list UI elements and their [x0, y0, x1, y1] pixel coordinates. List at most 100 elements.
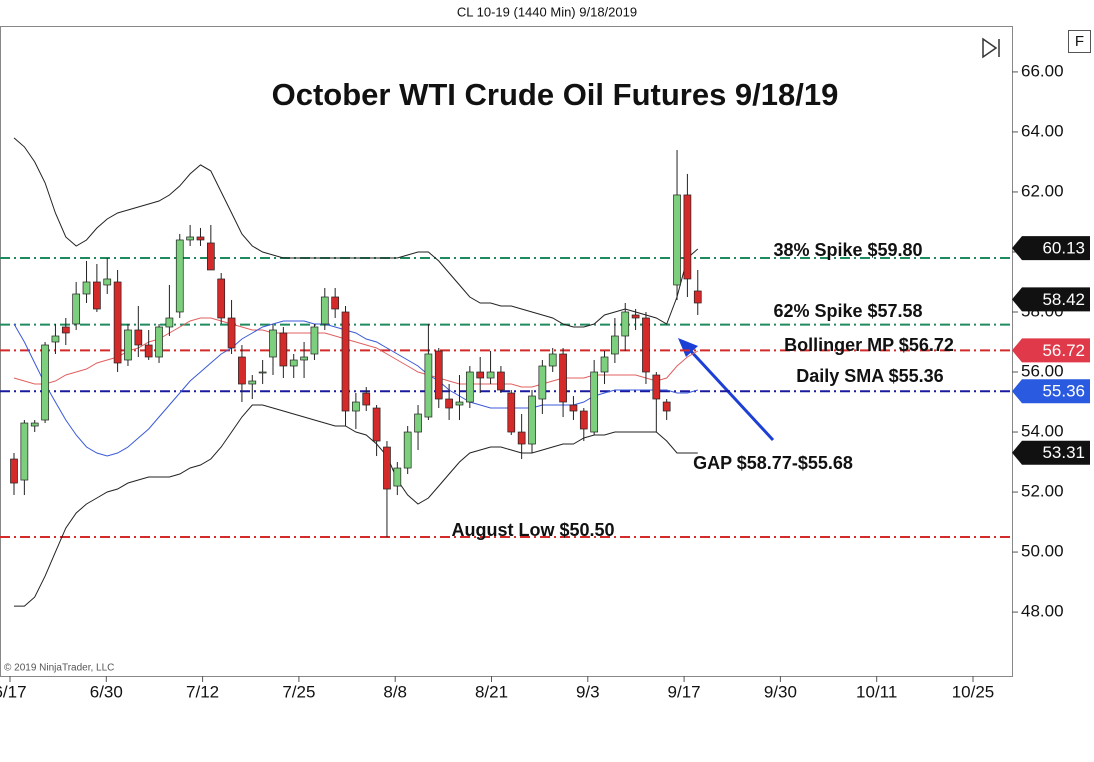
gap-arrow [678, 338, 775, 442]
price-marker-label: 56.72 [1042, 341, 1085, 360]
y-tick-label: 64.00 [1021, 121, 1064, 140]
candle-body [41, 344, 49, 421]
candle-body [93, 281, 101, 310]
candle-body [424, 353, 433, 418]
candle-body [548, 353, 557, 367]
x-tick-label: 10/25 [952, 682, 995, 701]
candle-body [134, 329, 143, 346]
price-marker [1012, 338, 1090, 363]
candle-body [61, 326, 70, 334]
level-label: 62% Spike $57.58 [773, 301, 922, 321]
candle-body [175, 239, 184, 313]
candle-body [393, 467, 402, 487]
candle-body [30, 422, 39, 427]
candle-body [600, 356, 609, 373]
candle-body [683, 194, 692, 280]
candle-body [113, 281, 122, 364]
candle-body [331, 296, 340, 310]
price-marker [1012, 440, 1090, 465]
candle-body [310, 326, 319, 355]
candle-body [10, 458, 18, 484]
candle-body [258, 371, 267, 374]
candle-body [434, 350, 443, 400]
level-label: August Low $50.50 [451, 520, 614, 540]
candle-body [631, 314, 640, 319]
candle-body [51, 335, 60, 343]
price-marker [1012, 287, 1090, 312]
candle-body [217, 278, 226, 319]
candle-body [579, 410, 588, 430]
candle-body [227, 317, 236, 349]
gap-annotation: GAP $58.77-$55.68 [693, 453, 853, 473]
candle-body [372, 407, 381, 442]
x-tick-label: 7/12 [186, 682, 219, 701]
candle-body [383, 446, 391, 490]
candle-body [414, 413, 422, 433]
sma-line [13, 320, 698, 457]
f-button-label[interactable]: F [1075, 33, 1084, 50]
upper-band [13, 137, 699, 328]
candle-body [238, 356, 246, 385]
candle-body [497, 371, 505, 391]
candle-body [248, 380, 257, 385]
candle-body [621, 311, 630, 337]
candle-body [269, 329, 277, 358]
candle-body [362, 392, 371, 406]
x-tick-label: 10/11 [856, 682, 897, 701]
candle-body [155, 326, 163, 358]
candle-body [642, 317, 650, 373]
candle-body [445, 398, 453, 409]
x-tick-label: 8/21 [475, 682, 508, 701]
candle-body [279, 332, 288, 367]
price-marker-label: 58.42 [1042, 290, 1085, 309]
x-tick-label: 9/30 [764, 682, 797, 701]
header: CL 10-19 (1440 Min) 9/18/2019 [457, 4, 637, 19]
y-tick-label: 66.00 [1021, 61, 1064, 80]
candle-body [559, 353, 567, 403]
play-icon[interactable] [982, 37, 1000, 59]
level-label: Daily SMA $55.36 [796, 366, 943, 386]
f-button[interactable] [1068, 30, 1091, 53]
price-marker [1012, 236, 1090, 261]
candle-body [20, 422, 29, 481]
y-tick-label: 52.00 [1021, 482, 1064, 501]
y-tick-label: 62.00 [1021, 181, 1064, 200]
candle-body [82, 281, 91, 295]
candle-body [476, 371, 485, 379]
plot-frame [0, 26, 1013, 677]
price-marker-label: 60.13 [1042, 239, 1085, 258]
candle-body [206, 242, 215, 271]
y-tick-label: 48.00 [1021, 602, 1064, 621]
candle-body [538, 365, 547, 400]
candle-body [165, 317, 174, 328]
level-label: Bollinger MP $56.72 [784, 335, 954, 355]
chart-title: October WTI Crude Oil Futures 9/18/19 [272, 77, 839, 112]
candle-body [569, 404, 578, 412]
candle-body [352, 401, 360, 412]
x-tick-label: 9/17 [668, 682, 701, 701]
price-marker [1012, 379, 1090, 404]
candle-body [507, 392, 516, 433]
candle-body [186, 236, 194, 241]
price-marker-label: 53.31 [1042, 443, 1085, 462]
candle-body [652, 374, 661, 400]
candle-body [486, 371, 495, 379]
candle-body [341, 311, 350, 412]
y-tick-label: 50.00 [1021, 542, 1064, 561]
x-tick-label: 7/25 [282, 682, 315, 701]
x-tick-label: 6/30 [90, 682, 123, 701]
y-tick-label: 56.00 [1021, 361, 1064, 380]
y-tick-label: 54.00 [1021, 422, 1064, 441]
x-tick-label: 9/3 [576, 682, 600, 701]
candle-body [528, 395, 536, 445]
candle-body [72, 293, 81, 325]
level-label: 38% Spike $59.80 [773, 240, 922, 260]
candle-body [196, 236, 205, 241]
candle-body [662, 401, 671, 412]
candle-body [590, 371, 599, 433]
x-tick-label: 8/8 [383, 682, 407, 701]
candle-body [124, 329, 132, 361]
price-marker-label: 55.36 [1042, 382, 1085, 401]
candle-body [611, 335, 619, 355]
